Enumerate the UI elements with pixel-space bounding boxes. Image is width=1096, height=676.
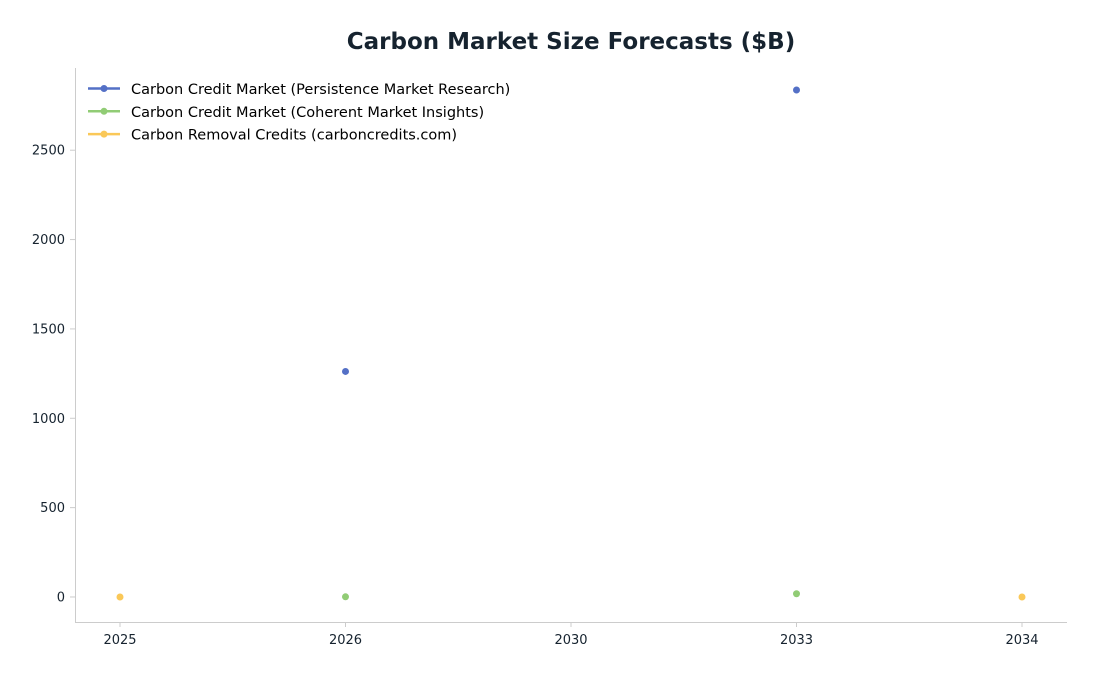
y-tick-label: 500: [40, 501, 65, 516]
legend-label: Carbon Credit Market (Persistence Market…: [131, 82, 510, 98]
legend: Carbon Credit Market (Persistence Market…: [88, 82, 510, 144]
x-tick-label: 2026: [329, 633, 362, 648]
chart-title: Carbon Market Size Forecasts ($B): [347, 29, 795, 55]
data-point: [1018, 593, 1026, 601]
series-1: [342, 590, 800, 601]
x-tick-label: 2034: [1005, 633, 1038, 648]
data-point: [116, 593, 124, 601]
legend-marker: [100, 85, 108, 92]
data-point: [342, 593, 349, 601]
series-0: [342, 86, 800, 375]
x-axis-ticks: 2025 2026 2030 2033 2034: [103, 622, 1039, 648]
x-tick-label: 2025: [103, 633, 136, 648]
y-tick-label: 0: [57, 590, 65, 605]
y-tick-label: 1500: [32, 322, 65, 337]
data-point: [342, 367, 349, 375]
legend-marker: [100, 107, 108, 115]
y-tick-label: 1000: [32, 412, 65, 427]
data-point: [793, 590, 800, 598]
y-tick-label: 2500: [32, 144, 65, 159]
data-point: [793, 86, 800, 94]
data-points: [116, 86, 1026, 601]
legend-marker: [100, 130, 108, 138]
series-2: [116, 593, 1026, 601]
y-axis-ticks: 0 500 1000 1500 2000 2500: [32, 144, 75, 605]
legend-item: Carbon Credit Market (Coherent Market In…: [88, 105, 484, 121]
x-tick-label: 2033: [780, 633, 813, 648]
legend-item: Carbon Removal Credits (carboncredits.co…: [88, 128, 457, 144]
x-tick-label: 2030: [554, 633, 587, 648]
y-tick-label: 2000: [32, 233, 65, 248]
legend-item: Carbon Credit Market (Persistence Market…: [88, 82, 510, 98]
legend-label: Carbon Credit Market (Coherent Market In…: [131, 105, 484, 121]
legend-label: Carbon Removal Credits (carboncredits.co…: [131, 128, 457, 144]
